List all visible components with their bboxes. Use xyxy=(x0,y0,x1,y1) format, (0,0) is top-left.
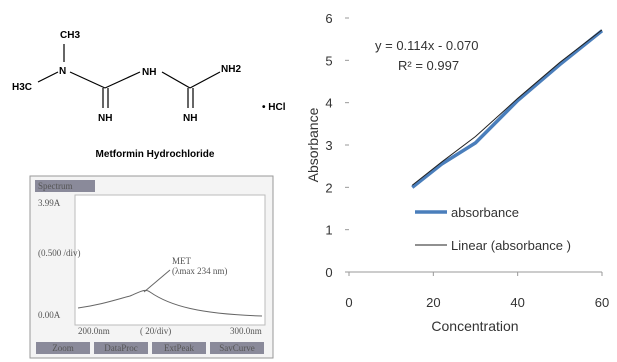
salt-label: • HCl xyxy=(262,102,286,113)
annotation: R² = 0.997 xyxy=(398,58,459,73)
atom-label: NH xyxy=(142,67,156,78)
atom-label: H3C xyxy=(12,82,32,93)
x-tick-label: 0 xyxy=(345,295,352,310)
peak-label: (λmax 234 nm) xyxy=(172,266,227,276)
legend-label: absorbance xyxy=(451,205,519,220)
spectrum-title: Spectrum xyxy=(38,181,73,191)
y-tick-label: 2 xyxy=(325,180,332,195)
atom-label: NH xyxy=(98,113,112,124)
atom-label: NH xyxy=(183,113,197,124)
y-tick-label: 0 xyxy=(325,265,332,280)
annotation: y = 0.114x - 0.070 xyxy=(375,38,478,53)
y-tick-label: 3 xyxy=(325,138,332,153)
structure-caption: Metformin Hydrochloride xyxy=(96,149,215,160)
spectrum-label: (0.500 /div) xyxy=(38,248,81,258)
chart: y = 0.114x - 0.070 R² = 0.997 Concentrat… xyxy=(305,11,609,334)
x-tick-label: 60 xyxy=(595,295,609,310)
x-tick-label: 40 xyxy=(510,295,524,310)
atom-label: N xyxy=(59,66,66,77)
atom-label: CH3 xyxy=(60,30,80,41)
legend-label: Linear (absorbance ) xyxy=(451,238,571,253)
spectrum-label: 0.00A xyxy=(38,310,61,320)
button-label: DataProc xyxy=(104,343,138,353)
button-label: ExtPeak xyxy=(164,343,194,353)
y-tick-label: 1 xyxy=(325,223,332,238)
series-line xyxy=(412,31,602,188)
figure: CH3 N NH NH2 H3C NH NH • HCl Metformin H… xyxy=(0,0,617,362)
spectrum-label: ( 20/div) xyxy=(140,326,171,336)
y-tick-label: 6 xyxy=(325,11,332,26)
y-tick-label: 5 xyxy=(325,53,332,68)
spectrum-plot xyxy=(75,195,265,325)
y-axis-title: Absorbance xyxy=(305,107,321,182)
y-tick-label: 4 xyxy=(325,96,332,111)
x-tick-label: 20 xyxy=(426,295,440,310)
spectrum-label: 3.99A xyxy=(38,198,61,208)
button-label: SavCurve xyxy=(219,343,255,353)
spectrum-label: 200.0nm xyxy=(78,326,110,336)
atom-label: NH2 xyxy=(221,64,241,75)
button-label: Zoom xyxy=(52,343,74,353)
x-axis-title: Concentration xyxy=(431,318,518,334)
spectrum-label: 300.0nm xyxy=(230,326,262,336)
peak-label: MET xyxy=(172,256,192,266)
